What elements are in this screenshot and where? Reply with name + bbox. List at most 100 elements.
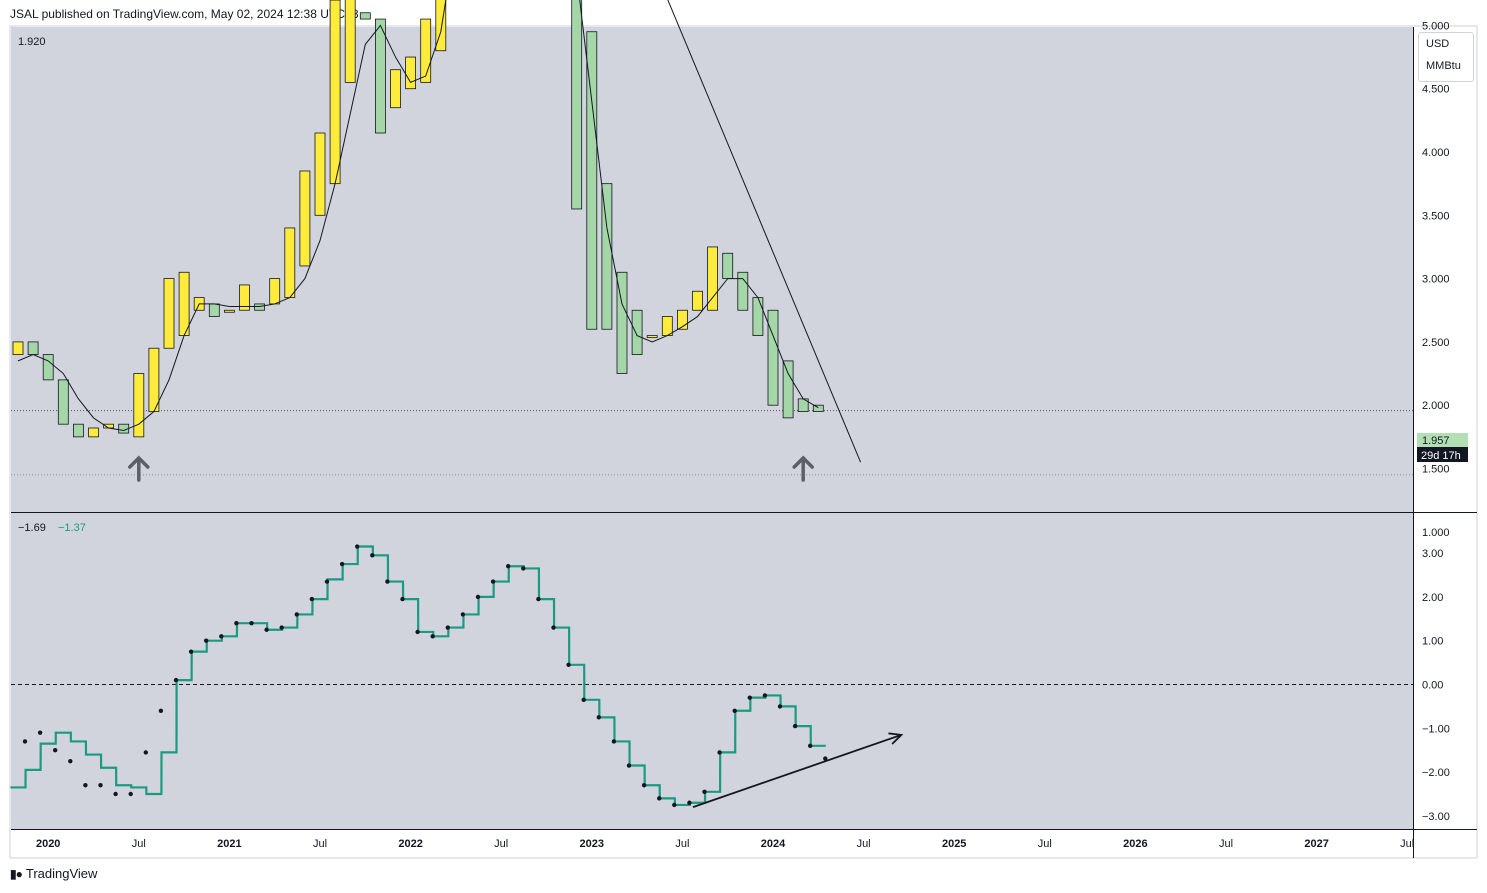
signal-dot <box>279 625 284 630</box>
candle-body <box>148 347 160 412</box>
price-tick-label: 3.000 <box>1422 274 1450 286</box>
candle-body <box>133 373 145 438</box>
candle-body <box>329 0 341 185</box>
signal-dot <box>370 553 375 558</box>
price-tick-label: 5.000 <box>1422 20 1450 32</box>
currency-label[interactable]: USD <box>1426 38 1450 50</box>
candle-body <box>722 252 734 279</box>
signal-dot <box>823 756 828 761</box>
signal-dot <box>83 783 88 788</box>
signal-dot <box>808 743 813 749</box>
signal-dot <box>506 564 511 569</box>
signal-dot <box>22 739 28 744</box>
brand-name: TradingView <box>25 866 98 881</box>
candle-body <box>435 0 447 52</box>
signal-dot <box>385 579 390 584</box>
signal-dot <box>430 634 435 639</box>
signal-dot <box>641 783 647 788</box>
time-tick-label: Jul <box>313 838 327 850</box>
time-tick-label: Jul <box>1038 838 1052 850</box>
signal-dot <box>309 596 315 602</box>
tradingview-logo-icon: ▮● <box>10 866 23 881</box>
time-tick-label: Jul <box>675 838 689 850</box>
signal-dot <box>234 620 239 626</box>
signal-dot <box>324 579 330 584</box>
candle-body <box>661 316 673 336</box>
time-tick-label: 2027 <box>1304 838 1328 850</box>
trend-line <box>667 0 862 463</box>
time-tick-label: 2020 <box>36 838 60 850</box>
signal-dot <box>581 697 586 703</box>
time-tick-label: 2023 <box>580 838 604 850</box>
signal-dot <box>687 800 692 805</box>
signal-dot <box>521 566 526 571</box>
candle-body <box>707 246 718 311</box>
signal-dot <box>188 649 194 654</box>
signal-dot <box>415 629 420 635</box>
divergence-arrow-line <box>692 734 902 808</box>
unit-label[interactable]: MMBtu <box>1426 60 1461 72</box>
oscillator-value-2: −1.37 <box>58 522 86 534</box>
candle-body <box>344 0 356 83</box>
price-tick-label: 2.000 <box>1422 400 1450 412</box>
time-tick-label: Jul <box>494 838 508 850</box>
candle-body <box>420 18 432 83</box>
signal-dot <box>657 796 662 801</box>
price-tick-label: 3.500 <box>1422 210 1450 222</box>
signal-dot <box>747 695 752 700</box>
candle-body <box>782 360 794 419</box>
footer-brand[interactable]: ▮● TradingView <box>10 866 97 881</box>
candle-body <box>571 0 583 210</box>
signal-dot <box>400 596 405 602</box>
signal-dot <box>551 625 556 630</box>
candle-body <box>812 404 824 412</box>
time-tick-label: 2021 <box>217 838 241 850</box>
price-tick-label: 4.500 <box>1422 84 1450 96</box>
signal-dot <box>475 594 481 600</box>
time-tick-label: Jul <box>1400 838 1414 850</box>
signal-dot <box>460 612 466 617</box>
oscillator-tick-label: −1.00 <box>1422 723 1450 735</box>
candle-body <box>631 309 643 355</box>
countdown-label-bg <box>1417 447 1468 462</box>
oscillator-tick-label: 1.00 <box>1422 636 1443 648</box>
signal-dot <box>672 802 677 808</box>
unit-selector[interactable]: USD MMBtu <box>1418 32 1474 82</box>
candle-body <box>405 56 417 90</box>
oscillator-axis[interactable]: 3.00 2.00 1.00 0.00 −1.00 −2.00 −3.00 <box>1422 548 1450 823</box>
candle-body <box>359 12 371 20</box>
candle-body <box>254 303 266 311</box>
candle-body <box>299 170 311 267</box>
candle-body <box>737 271 749 311</box>
oscillator-series <box>10 544 1413 808</box>
candle-body <box>73 423 84 438</box>
time-tick-label: 2024 <box>761 838 786 850</box>
candle-body <box>692 290 703 311</box>
signal-dot <box>536 596 541 602</box>
moving-average-line <box>17 0 819 432</box>
candle-body <box>208 303 220 317</box>
signal-dot <box>355 544 360 549</box>
signal-dot <box>762 693 768 698</box>
price-tick-label: 1.500 <box>1422 464 1450 476</box>
candle-body <box>12 341 24 355</box>
signal-dot <box>249 620 254 626</box>
candle-body <box>390 69 401 109</box>
signal-dot <box>128 791 133 797</box>
signal-dot <box>204 638 209 643</box>
price-axis[interactable]: 1.000 1.500 2.000 2.500 3.000 3.500 4.000 4.500… <box>1422 0 1450 539</box>
bar-countdown-label: 29d 17h <box>1421 450 1461 462</box>
time-axis[interactable]: 2020 Jul 2021 Jul 2022 Jul 2023 Jul 2024 Jul 2025 J… <box>36 838 1414 850</box>
up-arrow-icon <box>792 455 814 482</box>
candle-body <box>314 132 326 216</box>
time-tick-label: 2025 <box>942 838 966 850</box>
candle-body <box>284 227 296 298</box>
candle-body <box>178 271 190 336</box>
up-arrow-icon <box>128 455 150 482</box>
signal-dot <box>717 750 722 755</box>
oscillator-pane[interactable] <box>11 513 1413 829</box>
time-tick-label: Jul <box>1219 838 1233 850</box>
time-tick-label: Jul <box>857 838 871 850</box>
signal-dot <box>37 730 43 735</box>
